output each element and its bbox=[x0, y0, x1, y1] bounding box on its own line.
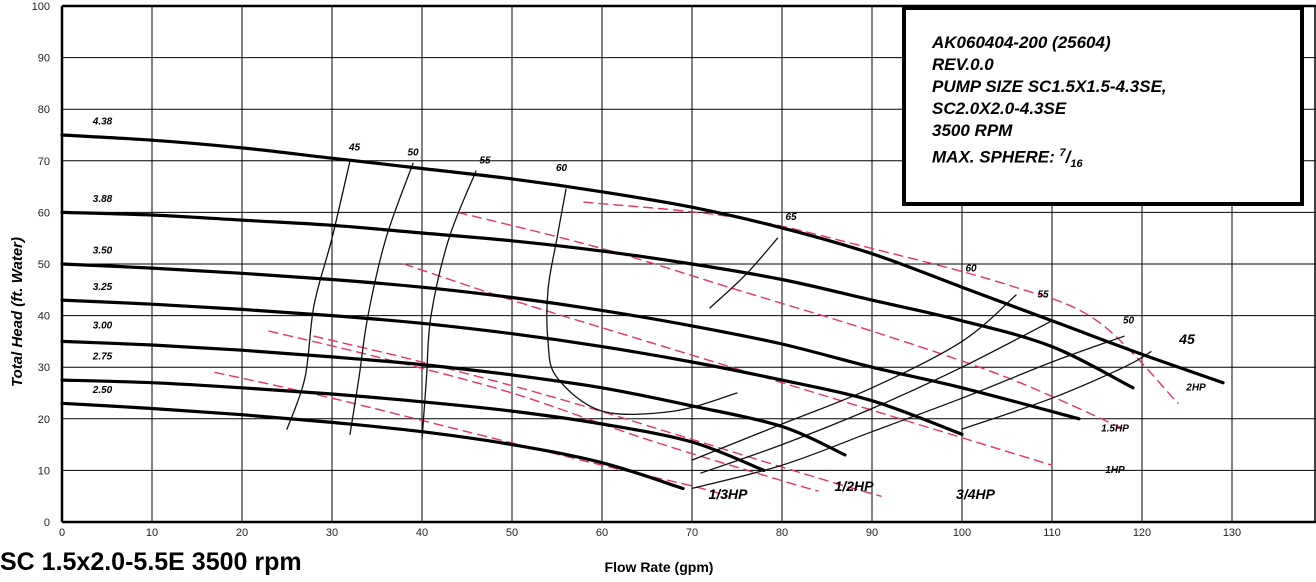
curve-labels: 4.38 3.88 3.50 3.25 3.00 2.75 2.50 45 50 55 60 65 60… bbox=[92, 117, 1206, 502]
impeller-curve-4-38 bbox=[60, 133, 1225, 385]
y-tick-label: 70 bbox=[38, 156, 50, 168]
impeller-curve-2-75 bbox=[60, 378, 766, 472]
y-tick-label: 10 bbox=[38, 465, 50, 477]
info-part-number: AK060404-200 (25604) bbox=[932, 33, 1111, 52]
impeller-curve-3-25 bbox=[60, 298, 964, 436]
curve-label: 4.38 bbox=[92, 117, 113, 128]
x-tick-label: 110 bbox=[1043, 527, 1061, 539]
curve-label: 45 bbox=[1178, 331, 1195, 347]
x-axis-ticks: 0 10 20 30 40 50 60 70 80 90 100 110 120 130 bbox=[59, 527, 1241, 539]
x-tick-label: 60 bbox=[596, 527, 608, 539]
impeller-curve-2-50 bbox=[60, 401, 685, 491]
impeller-curve-3-00 bbox=[60, 339, 847, 457]
curve-label: 45 bbox=[348, 142, 361, 153]
curve-label: 2.50 bbox=[92, 385, 113, 396]
curve-label: 60 bbox=[556, 163, 568, 174]
x-tick-label: 120 bbox=[1133, 527, 1151, 539]
y-tick-label: 40 bbox=[38, 311, 50, 323]
efficiency-curve-60 bbox=[691, 294, 1017, 461]
efficiency-curve-45 bbox=[286, 160, 351, 430]
info-pump-size: PUMP SIZE SC1.5X1.5-4.3SE, bbox=[932, 77, 1167, 96]
curve-label: 65 bbox=[785, 212, 797, 223]
sphere-numerator: 7 bbox=[1059, 147, 1066, 159]
curve-label: 2.75 bbox=[92, 351, 113, 362]
impeller-curve-3-50 bbox=[60, 262, 1081, 421]
x-tick-label: 130 bbox=[1223, 527, 1241, 539]
curve-label: 50 bbox=[1123, 315, 1135, 326]
y-tick-label: 80 bbox=[38, 104, 50, 116]
y-tick-label: 50 bbox=[38, 259, 50, 271]
curve-label: 1HP bbox=[1105, 465, 1125, 476]
efficiency-curve-45 bbox=[961, 351, 1152, 430]
curve-label: 3.88 bbox=[93, 194, 113, 205]
info-rpm: 3500 RPM bbox=[932, 121, 1013, 140]
y-tick-label: 0 bbox=[44, 517, 50, 529]
y-tick-label: 20 bbox=[38, 414, 50, 426]
info-revision: REV.0.0 bbox=[932, 55, 994, 74]
curve-label: 1/3HP bbox=[709, 486, 749, 502]
power-curve-1hp bbox=[403, 263, 1053, 466]
curve-label: 2HP bbox=[1185, 382, 1206, 393]
x-tick-label: 20 bbox=[236, 527, 248, 539]
power-curve-3-4hp bbox=[313, 335, 882, 497]
y-axis-title: Total Head (ft. Water) bbox=[9, 237, 26, 387]
series-lines bbox=[60, 133, 1225, 497]
info-box: AK060404-200 (25604) REV.0.0 PUMP SIZE S… bbox=[902, 6, 1304, 206]
x-tick-label: 100 bbox=[953, 527, 971, 539]
y-axis-ticks: 0 10 20 30 40 50 60 70 80 90 100 bbox=[32, 1, 50, 529]
curve-label: 3.00 bbox=[93, 321, 113, 332]
impeller-curve-3-88 bbox=[60, 210, 1135, 390]
x-tick-label: 0 bbox=[59, 527, 65, 539]
x-axis-title: Flow Rate (gpm) bbox=[605, 559, 714, 575]
x-tick-label: 10 bbox=[146, 527, 158, 539]
power-curve-2hp bbox=[583, 201, 1179, 404]
x-tick-label: 40 bbox=[416, 527, 428, 539]
info-pump-size-2: SC2.0X2.0-4.3SE bbox=[932, 99, 1067, 118]
efficiency-curve-50 bbox=[349, 162, 414, 435]
efficiency-curve-55 bbox=[421, 170, 477, 441]
y-tick-label: 30 bbox=[38, 362, 50, 374]
chart-title: SC 1.5x2.0-5.5E 3500 rpm bbox=[0, 548, 302, 576]
power-curve-1-2hp bbox=[268, 330, 819, 492]
efficiency-curve-50 bbox=[691, 335, 1125, 490]
power-curve-1-3hp bbox=[214, 371, 729, 497]
x-tick-label: 70 bbox=[686, 527, 698, 539]
info-max-sphere: MAX. SPHERE: 7/16 bbox=[932, 147, 1083, 171]
x-tick-label: 50 bbox=[506, 527, 518, 539]
curve-label: 1.5HP bbox=[1101, 424, 1129, 435]
x-tick-label: 90 bbox=[866, 527, 878, 539]
x-tick-label: 80 bbox=[776, 527, 788, 539]
y-tick-label: 100 bbox=[32, 1, 50, 13]
x-tick-label: 30 bbox=[326, 527, 338, 539]
sphere-denominator: 16 bbox=[1070, 158, 1083, 171]
y-tick-label: 90 bbox=[38, 53, 50, 65]
curve-label: 55 bbox=[479, 155, 491, 166]
power-curve-1-5hp bbox=[457, 211, 1125, 430]
efficiency-curve-60 bbox=[546, 188, 738, 416]
efficiency-curve-55 bbox=[700, 320, 1053, 474]
info-max-sphere-label: MAX. SPHERE: bbox=[932, 147, 1060, 167]
curve-label: 3.25 bbox=[93, 282, 113, 293]
curve-label: 50 bbox=[407, 148, 419, 159]
curve-label: 1/2HP bbox=[835, 478, 875, 494]
curve-label: 3/4HP bbox=[956, 486, 996, 502]
y-tick-label: 60 bbox=[38, 207, 50, 219]
curve-label: 55 bbox=[1037, 290, 1049, 301]
curve-label: 3.50 bbox=[93, 246, 113, 257]
curve-label: 60 bbox=[965, 264, 977, 275]
